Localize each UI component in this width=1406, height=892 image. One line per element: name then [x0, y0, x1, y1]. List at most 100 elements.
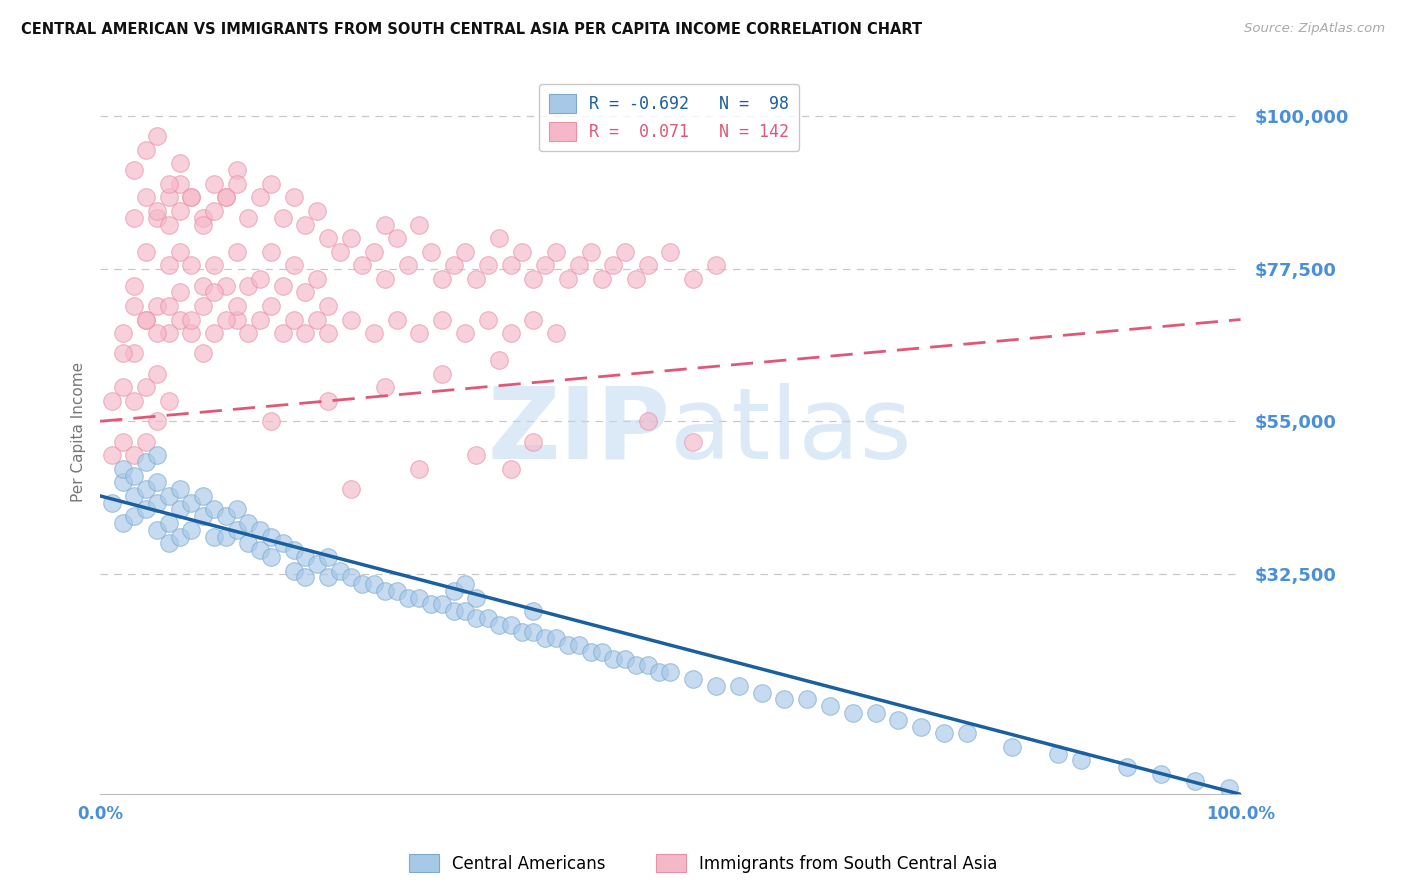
Point — [146, 523, 169, 537]
Point — [316, 326, 339, 340]
Point — [534, 632, 557, 646]
Point — [202, 502, 225, 516]
Point — [202, 177, 225, 191]
Point — [374, 272, 396, 286]
Point — [887, 713, 910, 727]
Point — [191, 509, 214, 524]
Point — [316, 549, 339, 564]
Point — [396, 258, 419, 272]
Point — [260, 530, 283, 544]
Point — [249, 543, 271, 558]
Point — [305, 312, 328, 326]
Point — [191, 218, 214, 232]
Point — [522, 312, 544, 326]
Point — [396, 591, 419, 605]
Point — [465, 272, 488, 286]
Point — [180, 312, 202, 326]
Point — [100, 393, 122, 408]
Point — [124, 448, 146, 462]
Point — [169, 530, 191, 544]
Point — [329, 564, 352, 578]
Point — [169, 482, 191, 496]
Point — [226, 299, 249, 313]
Point — [727, 679, 749, 693]
Point — [226, 523, 249, 537]
Point — [157, 299, 180, 313]
Point — [271, 326, 294, 340]
Point — [214, 312, 236, 326]
Point — [214, 190, 236, 204]
Point — [191, 299, 214, 313]
Point — [637, 658, 659, 673]
Point — [111, 380, 134, 394]
Point — [124, 278, 146, 293]
Legend: R = -0.692   N =  98, R =  0.071   N = 142: R = -0.692 N = 98, R = 0.071 N = 142 — [538, 84, 799, 151]
Point — [408, 591, 430, 605]
Point — [624, 658, 647, 673]
Point — [249, 312, 271, 326]
Point — [124, 393, 146, 408]
Point — [443, 604, 465, 618]
Point — [352, 577, 374, 591]
Point — [842, 706, 865, 720]
Point — [135, 312, 157, 326]
Point — [283, 190, 305, 204]
Point — [499, 326, 522, 340]
Point — [100, 448, 122, 462]
Point — [340, 231, 363, 245]
Point — [283, 564, 305, 578]
Point — [191, 211, 214, 225]
Point — [385, 231, 408, 245]
Point — [283, 312, 305, 326]
Point — [546, 632, 568, 646]
Point — [260, 177, 283, 191]
Point — [146, 475, 169, 490]
Point — [157, 393, 180, 408]
Point — [146, 448, 169, 462]
Point — [340, 482, 363, 496]
Point — [546, 244, 568, 259]
Point — [226, 502, 249, 516]
Point — [591, 645, 613, 659]
Point — [465, 591, 488, 605]
Point — [637, 258, 659, 272]
Point — [374, 218, 396, 232]
Point — [374, 583, 396, 598]
Point — [465, 448, 488, 462]
Point — [260, 299, 283, 313]
Point — [682, 272, 704, 286]
Point — [818, 699, 841, 714]
Point — [613, 651, 636, 665]
Point — [135, 190, 157, 204]
Point — [534, 258, 557, 272]
Point — [249, 523, 271, 537]
Point — [191, 489, 214, 503]
Point — [363, 577, 385, 591]
Point — [157, 218, 180, 232]
Point — [352, 258, 374, 272]
Point — [271, 278, 294, 293]
Point — [294, 218, 316, 232]
Point — [316, 299, 339, 313]
Point — [1218, 780, 1240, 795]
Point — [124, 489, 146, 503]
Point — [111, 346, 134, 360]
Point — [226, 177, 249, 191]
Point — [1070, 754, 1092, 768]
Point — [773, 692, 796, 706]
Point — [146, 299, 169, 313]
Point — [419, 598, 441, 612]
Point — [591, 272, 613, 286]
Point — [602, 258, 624, 272]
Point — [180, 190, 202, 204]
Point — [477, 258, 499, 272]
Point — [157, 190, 180, 204]
Point — [226, 244, 249, 259]
Point — [226, 163, 249, 178]
Point — [316, 393, 339, 408]
Point — [191, 278, 214, 293]
Point — [135, 455, 157, 469]
Point — [522, 434, 544, 449]
Point — [374, 380, 396, 394]
Point — [157, 516, 180, 530]
